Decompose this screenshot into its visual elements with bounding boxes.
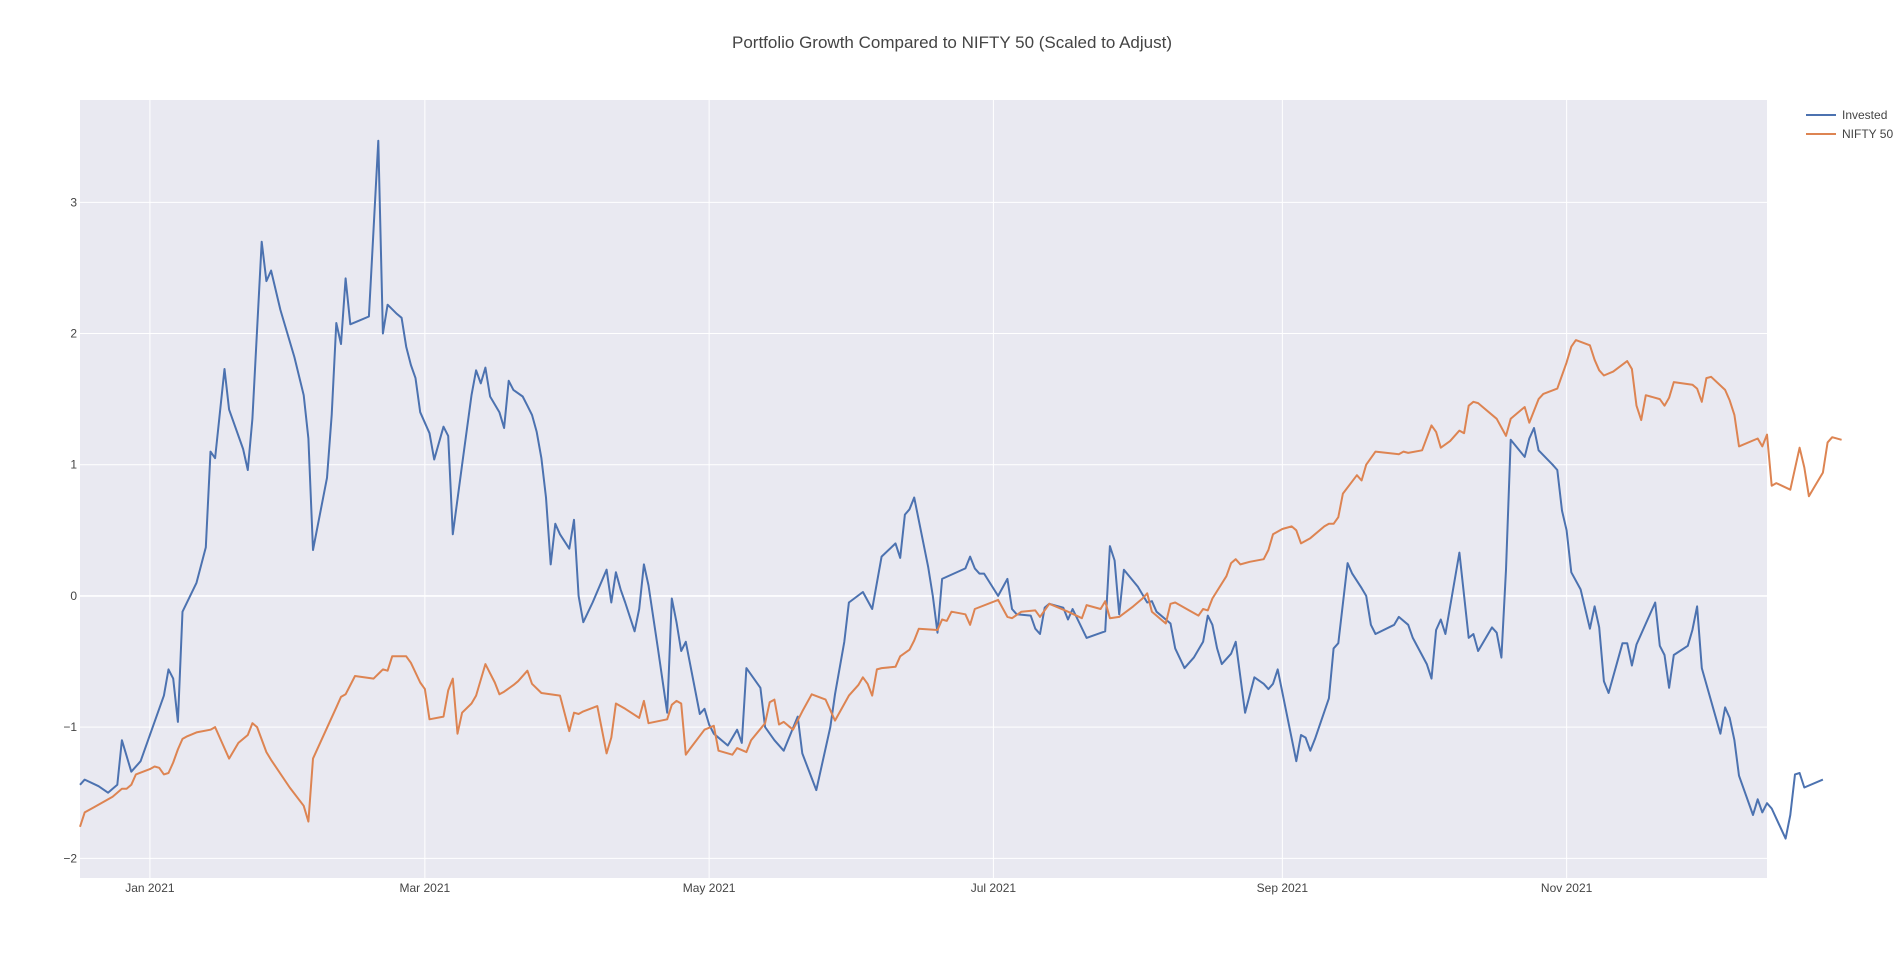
x-tick-label: May 2021 xyxy=(683,881,736,895)
x-tick-label: Sep 2021 xyxy=(1257,881,1309,895)
y-tick-label: 1 xyxy=(70,458,77,472)
x-tick-label: Mar 2021 xyxy=(400,881,451,895)
y-tick-label: 3 xyxy=(70,195,77,209)
y-axis-tick-labels: −2 −1 0 1 2 3 xyxy=(63,195,77,865)
y-gridlines xyxy=(80,201,1767,859)
plot-area[interactable] xyxy=(80,100,1767,878)
x-tick-label: Nov 2021 xyxy=(1541,881,1593,895)
series-line-invested[interactable] xyxy=(79,139,1824,840)
x-tick-label: Jan 2021 xyxy=(125,881,175,895)
chart-title: Portfolio Growth Compared to NIFTY 50 (S… xyxy=(732,33,1172,52)
x-gridlines xyxy=(149,100,1568,878)
series-line-nifty-50[interactable] xyxy=(79,339,1842,828)
legend-label-nifty-50: NIFTY 50 xyxy=(1842,127,1893,141)
y-tick-label: −2 xyxy=(63,851,77,865)
legend-label-invested: Invested xyxy=(1842,108,1887,122)
series-layer xyxy=(79,139,1842,840)
y-tick-label: −1 xyxy=(63,720,77,734)
x-axis-tick-labels: Jan 2021 Mar 2021 May 2021 Jul 2021 Sep 2021… xyxy=(125,881,1592,895)
legend: Invested NIFTY 50 xyxy=(1806,108,1893,141)
legend-item-invested[interactable]: Invested xyxy=(1806,108,1887,122)
y-tick-label: 2 xyxy=(70,327,77,341)
y-tick-label: 0 xyxy=(70,589,77,603)
legend-item-nifty-50[interactable]: NIFTY 50 xyxy=(1806,127,1893,141)
x-tick-label: Jul 2021 xyxy=(971,881,1017,895)
